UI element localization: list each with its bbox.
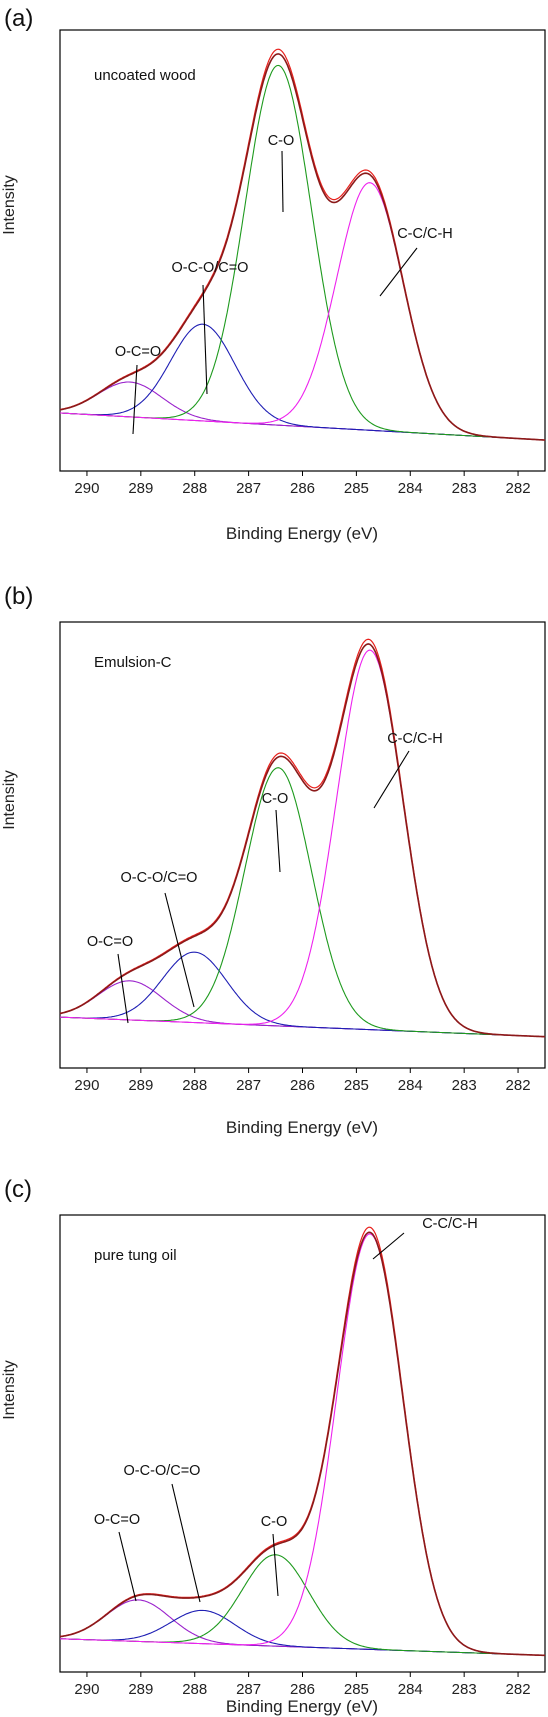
x-tick-label: 290 xyxy=(74,1681,99,1698)
annotation-label: C-C/C-H xyxy=(387,731,443,747)
curve-group xyxy=(59,638,546,1038)
leader-line xyxy=(275,809,281,873)
x-tick-label: 282 xyxy=(506,1681,531,1698)
annotation-o-c-eq-o: O-C=O xyxy=(87,934,133,1024)
measured-spectrum xyxy=(59,1231,546,1657)
annotation-label: C-O xyxy=(261,1514,288,1530)
leader-line xyxy=(372,1232,405,1260)
x-tick-label: 288 xyxy=(182,480,207,497)
leader-line xyxy=(272,1533,279,1597)
annotation-label: O-C=O xyxy=(94,1512,140,1528)
x-tick-label: 290 xyxy=(74,1077,99,1094)
x-tick-label: 289 xyxy=(128,480,153,497)
x-tick-label: 282 xyxy=(506,480,531,497)
x-tick-label: 282 xyxy=(506,1077,531,1094)
x-tick-label: 285 xyxy=(344,480,369,497)
peak-c-o xyxy=(60,1554,546,1656)
annotation-c-c-c-h: C-C/C-H xyxy=(372,1216,478,1260)
peak-c-c-c-h xyxy=(60,182,546,441)
annotation-c-c-c-h: C-C/C-H xyxy=(379,226,453,297)
leader-line xyxy=(132,364,138,435)
panel-label: (b) xyxy=(4,583,33,610)
x-tick-label: 283 xyxy=(452,1077,477,1094)
x-tick-label: 286 xyxy=(290,1681,315,1698)
x-axis-ticks: 290 289 288 287 286 285 284 283 282 xyxy=(74,471,531,497)
x-tick-label: 286 xyxy=(290,480,315,497)
x-axis-ticks: 290 289 288 287 286 285 284 283 282 xyxy=(74,1672,531,1698)
plot-frame xyxy=(59,621,546,1069)
annotation-o-c-eq-o: O-C=O xyxy=(94,1512,140,1602)
y-axis-label: Intensity xyxy=(1,770,18,830)
y-axis-label: Intensity xyxy=(1,1360,18,1420)
x-tick-label: 284 xyxy=(398,480,423,497)
curve-group xyxy=(59,48,546,441)
annotation-label: O-C=O xyxy=(115,344,161,360)
fitted-envelope xyxy=(59,48,546,441)
leader-line xyxy=(281,150,284,213)
leader-line xyxy=(373,750,410,809)
annotation-label: O-C=O xyxy=(87,934,133,950)
peak-c-o xyxy=(59,767,546,1038)
panel-label: (a) xyxy=(4,5,33,32)
x-tick-label: 287 xyxy=(236,1077,261,1094)
x-tick-label: 288 xyxy=(182,1077,207,1094)
sample-title: pure tung oil xyxy=(94,1247,177,1264)
annotation-o-c-o-c-eq-o: O-C-O/C=O xyxy=(124,1463,201,1603)
leader-line xyxy=(171,1483,201,1603)
annotation-o-c-eq-o: O-C=O xyxy=(115,344,161,435)
annotation-label: O-C-O/C=O xyxy=(172,260,249,276)
measured-spectrum xyxy=(59,643,546,1038)
x-tick-label: 284 xyxy=(398,1077,423,1094)
fitted-envelope xyxy=(59,1226,546,1656)
measured-spectrum xyxy=(59,53,546,441)
leader-line xyxy=(118,1531,137,1602)
x-tick-label: 290 xyxy=(74,480,99,497)
annotation-label: C-C/C-H xyxy=(397,226,453,242)
curve-group xyxy=(59,1226,546,1657)
x-tick-label: 287 xyxy=(236,480,261,497)
annotation-c-o: C-O xyxy=(262,791,289,873)
annotation-label: C-O xyxy=(262,791,289,807)
x-tick-label: 283 xyxy=(452,1681,477,1698)
peak-c-c-c-h xyxy=(59,649,546,1038)
x-tick-label: 284 xyxy=(398,1681,423,1698)
panel-a: (a) Intensity uncoated wood 290 289 288 287… xyxy=(1,5,546,543)
x-tick-label: 285 xyxy=(344,1681,369,1698)
x-axis-ticks: 290 289 288 287 286 285 284 283 282 xyxy=(74,1068,531,1094)
peak-c-c-c-h xyxy=(60,1233,546,1656)
annotation-label: O-C-O/C=O xyxy=(121,870,198,886)
x-tick-label: 288 xyxy=(182,1681,207,1698)
y-axis-label: Intensity xyxy=(1,175,18,235)
x-axis-label: Binding Energy (eV) xyxy=(226,1697,378,1716)
x-tick-label: 287 xyxy=(236,1681,261,1698)
x-axis-label: Binding Energy (eV) xyxy=(226,1118,378,1137)
annotation-label: C-O xyxy=(268,133,295,149)
panel-label: (c) xyxy=(4,1176,32,1203)
panel-b: (b) Intensity Emulsion-C 290 289 288 287 286… xyxy=(1,583,546,1137)
annotation-c-o: C-O xyxy=(268,133,295,213)
annotation-o-c-o-c-eq-o: O-C-O/C=O xyxy=(172,260,249,395)
x-tick-label: 289 xyxy=(128,1077,153,1094)
annotation-label: C-C/C-H xyxy=(422,1216,478,1232)
leader-line xyxy=(117,953,129,1024)
leader-line xyxy=(379,247,418,297)
plot-frame xyxy=(59,29,546,472)
annotation-c-o: C-O xyxy=(261,1514,288,1597)
annotation-c-c-c-h: C-C/C-H xyxy=(373,731,443,809)
sample-title: uncoated wood xyxy=(94,67,196,84)
plot-frame xyxy=(59,1214,546,1673)
x-axis-label: Binding Energy (eV) xyxy=(226,524,378,543)
panel-c: (c) Intensity pure tung oil 290 289 288 287… xyxy=(1,1176,546,1716)
x-tick-label: 286 xyxy=(290,1077,315,1094)
annotation-o-c-o-c-eq-o: O-C-O/C=O xyxy=(121,870,198,1008)
annotation-label: O-C-O/C=O xyxy=(124,1463,201,1479)
sample-title: Emulsion-C xyxy=(94,654,172,671)
leader-line xyxy=(202,284,208,395)
x-tick-label: 289 xyxy=(128,1681,153,1698)
x-tick-label: 285 xyxy=(344,1077,369,1094)
leader-line xyxy=(164,892,195,1008)
x-tick-label: 283 xyxy=(452,480,477,497)
peak-o-c-o-c-eq-o xyxy=(59,951,546,1038)
